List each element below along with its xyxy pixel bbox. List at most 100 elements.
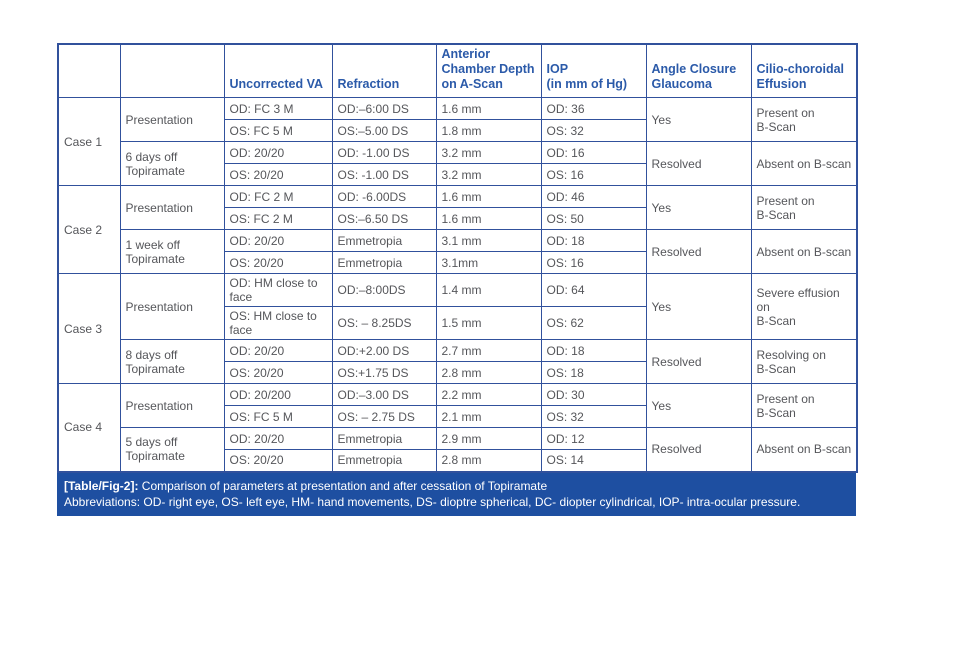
acd-cell: 2.9 mm bbox=[435, 427, 542, 450]
iop-cell: OS: 16 bbox=[540, 163, 647, 186]
iop-cell: OS: 62 bbox=[540, 306, 647, 340]
iop-cell: OS: 16 bbox=[540, 251, 647, 274]
acd-cell: 3.2 mm bbox=[435, 163, 542, 186]
iop-cell: OD: 18 bbox=[540, 339, 647, 362]
acg-cell: Resolved bbox=[645, 427, 752, 472]
iop-cell: OS: 18 bbox=[540, 361, 647, 384]
acg-cell: Yes bbox=[645, 273, 752, 340]
table-row: Case 1 Presentation OD: FC 3 M OD:–6:00 … bbox=[57, 97, 858, 186]
va-cell: OD: 20/200 bbox=[223, 383, 333, 406]
iop-cell: OS: 50 bbox=[540, 207, 647, 230]
table-row: Case 2 Presentation OD: FC 2 M OD: -6.00… bbox=[57, 185, 858, 274]
header-cell-case bbox=[57, 43, 121, 98]
acg-cell: Yes bbox=[645, 97, 752, 142]
refraction-cell: Emmetropia bbox=[331, 251, 437, 274]
refraction-cell: OS: -1.00 DS bbox=[331, 163, 437, 186]
acg-cell: Yes bbox=[645, 185, 752, 230]
refraction-cell: OS:–5.00 DS bbox=[331, 119, 437, 142]
table-row: 1 week off Topiramate OD: 20/20 Emmetrop… bbox=[58, 229, 858, 274]
header-cell-stage bbox=[119, 43, 225, 98]
table-row: Case 4 Presentation OD: 20/200 OD:–3.00 … bbox=[57, 383, 858, 472]
table-row: OS: FC 5 M OS:–5.00 DS 1.8 mm OS: 32 bbox=[58, 119, 857, 142]
acd-cell: 2.8 mm bbox=[435, 361, 542, 384]
acd-cell: 2.7 mm bbox=[435, 339, 542, 362]
iop-cell: OS: 32 bbox=[540, 405, 647, 428]
case-label-cell: Case 2 bbox=[57, 185, 121, 274]
caption-line: [Table/Fig-2]: Comparison of parameters … bbox=[64, 478, 848, 494]
va-cell: OS: 20/20 bbox=[223, 361, 333, 384]
table-row: OS: 20/20 Emmetropia 2.8 mm OS: 14 bbox=[58, 449, 857, 472]
acd-cell: 2.1 mm bbox=[435, 405, 542, 428]
table-row: OS: HM close to face OS: – 8.25DS 1.5 mm… bbox=[58, 306, 857, 340]
acd-cell: 2.2 mm bbox=[435, 383, 542, 406]
refraction-cell: OS: – 8.25DS bbox=[331, 306, 437, 340]
refraction-cell: OD: -6.00DS bbox=[331, 185, 437, 208]
iop-cell: OD: 46 bbox=[540, 185, 647, 208]
header-cell-acd: Anterior Chamber Depth on A-Scan bbox=[435, 43, 542, 98]
iop-cell: OD: 18 bbox=[540, 229, 647, 252]
iop-cell: OD: 12 bbox=[540, 427, 647, 450]
iop-cell: OD: 36 bbox=[540, 97, 647, 120]
caption-text: Comparison of parameters at presentation… bbox=[141, 478, 548, 493]
va-cell: OD: HM close to face bbox=[223, 273, 333, 307]
refraction-cell: OD:–8:00DS bbox=[331, 273, 437, 307]
acd-cell: 3.2 mm bbox=[435, 141, 542, 164]
table-row: OS: 20/20 Emmetropia 3.1mm OS: 16 bbox=[58, 251, 857, 274]
va-cell: OD: 20/20 bbox=[223, 229, 333, 252]
comparison-table: Uncorrected VA Refraction Anterior Chamb… bbox=[57, 43, 858, 473]
acd-cell: 2.8 mm bbox=[435, 449, 542, 472]
case-label-cell: Case 1 bbox=[57, 97, 121, 186]
va-cell: OD: FC 3 M bbox=[223, 97, 333, 120]
va-cell: OS: HM close to face bbox=[223, 306, 333, 340]
refraction-cell: OD: -1.00 DS bbox=[331, 141, 437, 164]
refraction-cell: OD:–3.00 DS bbox=[331, 383, 437, 406]
stage-cell: 1 week off Topiramate bbox=[119, 229, 225, 274]
table-caption-bar: [Table/Fig-2]: Comparison of parameters … bbox=[57, 472, 856, 516]
header-cell-iop: IOP (in mm of Hg) bbox=[540, 43, 647, 98]
refraction-cell: OS:–6.50 DS bbox=[331, 207, 437, 230]
refraction-cell: Emmetropia bbox=[331, 449, 437, 472]
effusion-cell: Present on B-Scan bbox=[750, 97, 858, 142]
stage-cell: Presentation bbox=[119, 185, 225, 230]
stage-cell: Presentation bbox=[119, 97, 225, 142]
header-cell-effusion: Cilio-choroidal Effusion bbox=[750, 43, 858, 98]
header-cell-uncorrected-va: Uncorrected VA bbox=[223, 43, 333, 98]
refraction-cell: OD:–6:00 DS bbox=[331, 97, 437, 120]
stage-cell: 5 days off Topiramate bbox=[119, 427, 225, 472]
table-fig-2: Uncorrected VA Refraction Anterior Chamb… bbox=[57, 43, 858, 516]
va-cell: OS: 20/20 bbox=[223, 449, 333, 472]
table-row: Case 3 Presentation OD: HM close to face… bbox=[57, 273, 858, 384]
iop-cell: OS: 14 bbox=[540, 449, 647, 472]
table-row: 6 days off Topiramate OD: 20/20 OD: -1.0… bbox=[58, 141, 858, 186]
effusion-cell: Present on B-Scan bbox=[750, 383, 858, 428]
iop-cell: OD: 16 bbox=[540, 141, 647, 164]
va-cell: OS: FC 5 M bbox=[223, 119, 333, 142]
refraction-cell: OS: – 2.75 DS bbox=[331, 405, 437, 428]
acd-cell: 1.6 mm bbox=[435, 185, 542, 208]
va-cell: OS: 20/20 bbox=[223, 163, 333, 186]
iop-cell: OD: 64 bbox=[540, 273, 647, 307]
header-cell-acg: Angle Closure Glaucoma bbox=[645, 43, 752, 98]
va-cell: OD: 20/20 bbox=[223, 141, 333, 164]
acd-cell: 1.5 mm bbox=[435, 306, 542, 340]
table-row: OS: 20/20 OS: -1.00 DS 3.2 mm OS: 16 bbox=[58, 163, 857, 186]
acd-cell: 1.8 mm bbox=[435, 119, 542, 142]
case-label-cell: Case 3 bbox=[57, 273, 121, 384]
refraction-cell: OS:+1.75 DS bbox=[331, 361, 437, 384]
stage-cell: 8 days off Topiramate bbox=[119, 339, 225, 384]
va-cell: OS: FC 5 M bbox=[223, 405, 333, 428]
effusion-cell: Severe effusion on B-Scan bbox=[750, 273, 858, 340]
header-row: Uncorrected VA Refraction Anterior Chamb… bbox=[57, 43, 858, 98]
acg-cell: Resolved bbox=[645, 229, 752, 274]
acd-cell: 1.6 mm bbox=[435, 97, 542, 120]
stage-cell: Presentation bbox=[119, 383, 225, 428]
va-cell: OS: FC 2 M bbox=[223, 207, 333, 230]
table-row: OS: FC 5 M OS: – 2.75 DS 2.1 mm OS: 32 bbox=[58, 405, 857, 428]
acg-cell: Yes bbox=[645, 383, 752, 428]
effusion-cell: Absent on B-scan bbox=[750, 427, 858, 472]
acd-cell: 1.6 mm bbox=[435, 207, 542, 230]
acg-cell: Resolved bbox=[645, 339, 752, 384]
case-label-cell: Case 4 bbox=[57, 383, 121, 472]
refraction-cell: OD:+2.00 DS bbox=[331, 339, 437, 362]
iop-cell: OD: 30 bbox=[540, 383, 647, 406]
